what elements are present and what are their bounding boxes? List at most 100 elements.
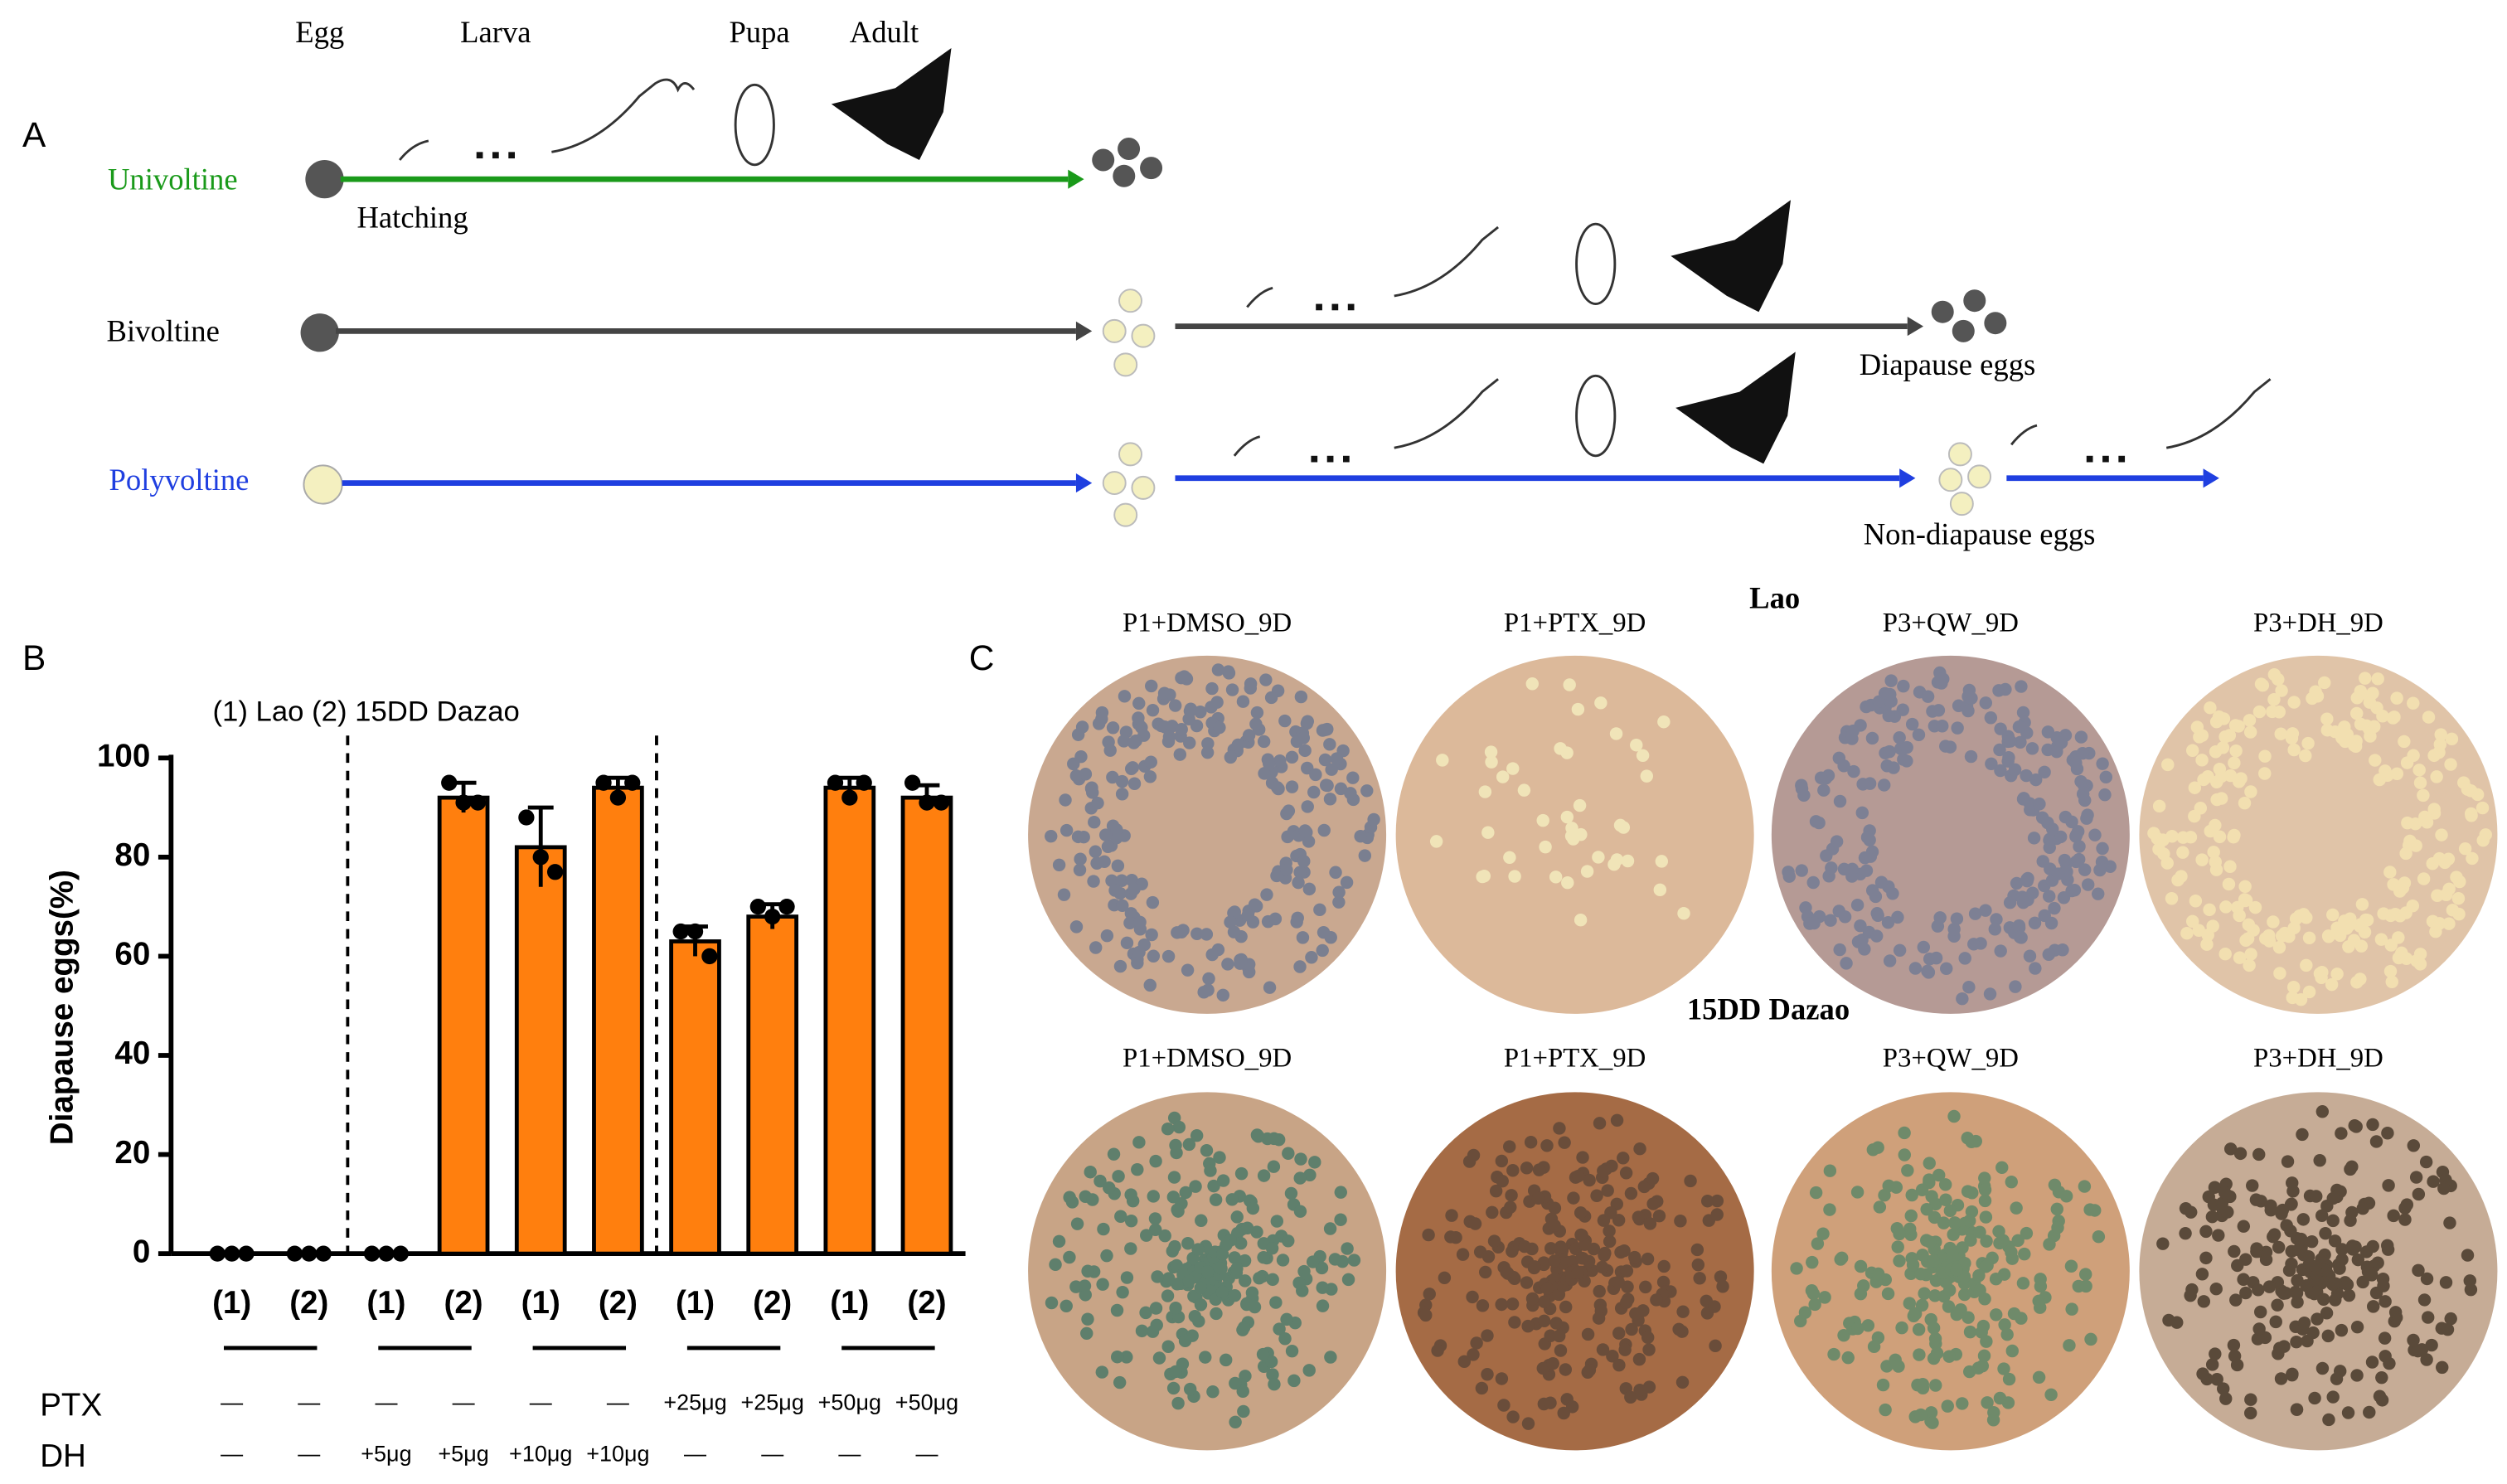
plate-label: P3+DH_9D xyxy=(2253,1043,2383,1073)
data-point xyxy=(609,789,627,806)
egg-dot xyxy=(1228,1288,1242,1302)
stage-label: Larva xyxy=(460,15,531,49)
x-tick-label: (2) xyxy=(444,1285,483,1321)
egg-dot xyxy=(1716,1280,1729,1293)
egg-dot xyxy=(2000,1327,2014,1341)
egg-dot xyxy=(2445,732,2459,746)
egg-dot xyxy=(2041,725,2055,739)
egg-dot xyxy=(1997,1362,2010,1375)
egg-dot xyxy=(2373,773,2386,787)
egg-dot xyxy=(1617,1152,1630,1165)
egg-dot xyxy=(2335,1243,2349,1256)
egg-dot xyxy=(1074,852,1087,866)
egg-dot xyxy=(2302,985,2316,999)
egg-dot xyxy=(2339,1276,2352,1289)
egg-dot xyxy=(2398,735,2411,749)
egg-dot xyxy=(1887,761,1900,774)
egg-dot xyxy=(2412,1187,2426,1201)
egg-dot xyxy=(2326,908,2340,922)
egg-dot xyxy=(1850,1186,1864,1199)
egg-dot xyxy=(1098,828,1113,841)
egg-dot xyxy=(1161,1289,1175,1302)
egg-dot xyxy=(1107,1147,1121,1161)
egg-dot xyxy=(1161,1272,1176,1285)
egg-dot xyxy=(1865,884,1879,897)
egg-dot xyxy=(2252,1147,2266,1161)
egg-dot xyxy=(1323,738,1336,751)
egg-dot xyxy=(1485,755,1498,769)
egg-dot xyxy=(1170,1146,1183,1160)
egg-dot xyxy=(1248,898,1262,911)
egg-dot xyxy=(2367,1300,2380,1313)
egg-dot xyxy=(2446,904,2460,917)
egg-dot xyxy=(2234,772,2248,785)
egg-dot xyxy=(1573,798,1587,812)
egg-dot xyxy=(1213,720,1226,735)
egg-dot xyxy=(1316,943,1329,958)
egg-dot xyxy=(1617,1244,1631,1258)
egg-dot xyxy=(1554,1240,1568,1254)
data-point xyxy=(749,899,766,915)
egg-dot xyxy=(1950,1263,1963,1277)
egg-dot xyxy=(1230,1262,1244,1275)
egg-cluster xyxy=(1102,289,1156,377)
egg-dot xyxy=(1914,1267,1928,1281)
egg-dot xyxy=(1963,1214,1976,1228)
egg-dot xyxy=(1495,1297,1508,1312)
egg-dot xyxy=(1115,788,1129,801)
egg-dot xyxy=(1263,757,1276,770)
egg-dot xyxy=(1956,1241,1969,1254)
egg-dot xyxy=(1181,1237,1195,1250)
y-tick-label: 100 xyxy=(97,738,150,774)
egg-dot xyxy=(1948,1216,1961,1229)
x-tick-label: (2) xyxy=(289,1285,328,1321)
egg-dot xyxy=(1544,1242,1558,1255)
egg-dot xyxy=(1850,898,1864,912)
egg-dot xyxy=(1684,1174,1697,1188)
egg-dot xyxy=(2275,1207,2288,1220)
egg-dot xyxy=(1489,1184,1503,1198)
egg-dot xyxy=(2244,785,2257,798)
egg-dot xyxy=(1517,783,1531,797)
egg-dot xyxy=(1817,783,1831,797)
egg-dot xyxy=(2179,1226,2192,1240)
egg-dot xyxy=(2199,1251,2213,1265)
egg-dot xyxy=(2227,1338,2241,1352)
egg-dot xyxy=(2233,909,2246,923)
egg-dot xyxy=(2024,803,2037,817)
egg-dot xyxy=(2036,855,2049,868)
egg-dot xyxy=(1606,1350,1619,1363)
egg-dot xyxy=(1209,1193,1223,1206)
egg-dot xyxy=(2300,958,2313,972)
egg-dot xyxy=(2294,1232,2308,1246)
egg-dot xyxy=(1620,1296,1633,1309)
y-tick-label: 80 xyxy=(114,837,150,873)
egg-dot xyxy=(2464,1283,2478,1297)
egg-dot xyxy=(2296,1213,2311,1226)
egg-dot xyxy=(1287,1374,1301,1388)
egg-dot xyxy=(2422,710,2436,724)
egg-dot xyxy=(1561,875,1574,890)
egg-dot xyxy=(2014,735,2027,749)
data-point xyxy=(238,1245,255,1262)
egg-dot xyxy=(1506,1410,1520,1423)
egg-dot xyxy=(1790,1262,1803,1275)
egg-dot xyxy=(2342,940,2355,953)
egg-dot xyxy=(1237,1321,1251,1334)
egg-dot xyxy=(1429,835,1443,848)
egg-dot xyxy=(2419,1155,2433,1169)
egg-dot xyxy=(1906,1258,1920,1272)
egg-dot xyxy=(1871,1141,1884,1154)
egg-dot xyxy=(2258,767,2272,780)
egg-dot xyxy=(1984,711,1998,725)
egg-dot xyxy=(1925,1190,1938,1203)
egg-dot xyxy=(1893,731,1906,744)
egg-dot xyxy=(2202,1190,2215,1204)
egg-dot xyxy=(2326,1278,2340,1292)
egg xyxy=(300,313,339,352)
egg-dot xyxy=(1571,1170,1585,1183)
egg-dot xyxy=(2413,958,2427,971)
egg-dot xyxy=(2213,762,2227,776)
egg-dot xyxy=(1241,909,1255,922)
egg-dot xyxy=(2369,754,2382,767)
